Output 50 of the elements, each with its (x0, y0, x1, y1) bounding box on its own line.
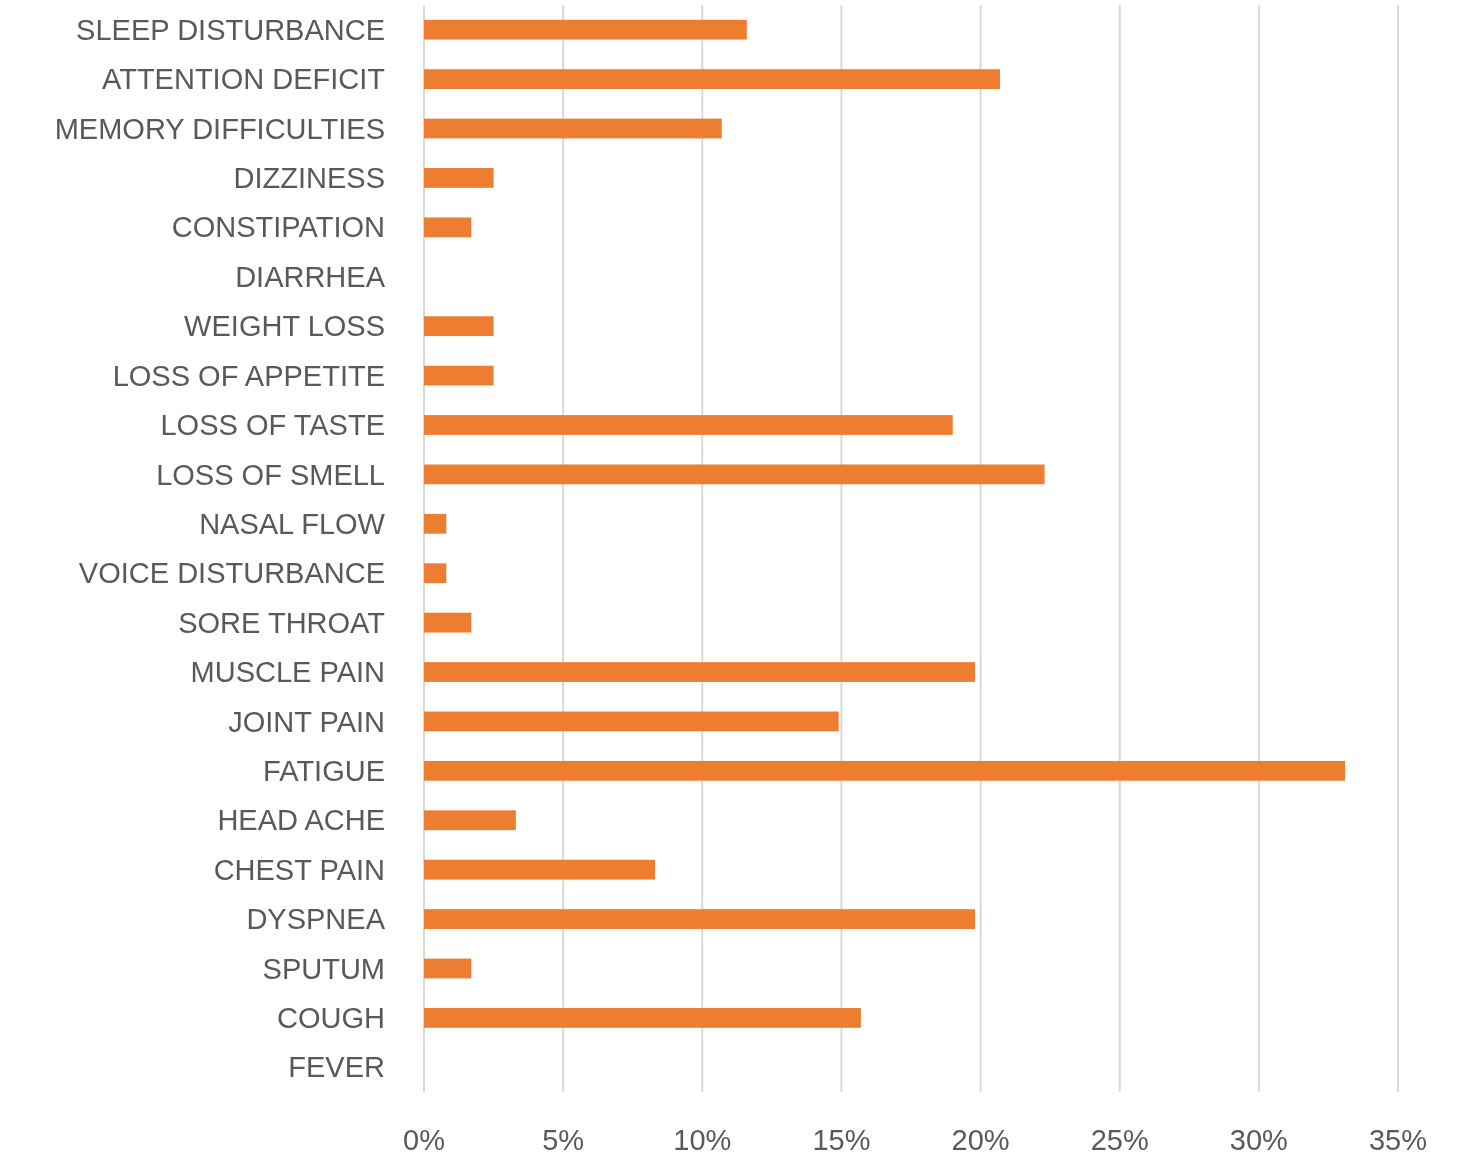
y-tick-label: NASAL FLOW (199, 507, 386, 540)
y-tick-label: ATTENTION DEFICIT (101, 63, 386, 96)
bar (424, 1008, 861, 1028)
y-tick-label: VOICE DISTURBANCE (78, 557, 385, 590)
y-tick-label: DYSPNEA (246, 903, 386, 936)
x-tick-label: 15% (812, 1124, 871, 1157)
y-tick-label: LOSS OF TASTE (160, 409, 385, 442)
y-tick-label: SLEEP DISTURBANCE (76, 13, 385, 46)
y-tick-label: LOSS OF APPETITE (112, 359, 385, 392)
bar (424, 859, 655, 880)
bar (424, 909, 976, 929)
y-tick-label: MEMORY DIFFICULTIES (54, 112, 385, 145)
bar (424, 69, 1001, 89)
bar (424, 118, 722, 139)
y-tick-label: HEAD ACHE (217, 804, 385, 837)
bar (424, 810, 516, 831)
x-tick-label: 0% (403, 1124, 445, 1157)
y-tick-label: CONSTIPATION (171, 211, 385, 244)
x-tick-label: 30% (1229, 1124, 1288, 1157)
x-tick-label: 5% (542, 1124, 585, 1157)
y-tick-label: SPUTUM (262, 952, 385, 985)
y-tick-label: DIARRHEA (235, 260, 386, 293)
y-tick-label: WEIGHT LOSS (184, 310, 385, 343)
bar (424, 19, 747, 40)
bar (424, 958, 472, 979)
y-tick-label: SORE THROAT (178, 606, 386, 639)
bar (424, 415, 953, 435)
bar (424, 662, 976, 682)
x-tick-label: 10% (673, 1124, 732, 1157)
y-tick-label: JOINT PAIN (228, 705, 385, 738)
bar (424, 316, 494, 337)
y-tick-label: FATIGUE (263, 754, 385, 787)
bar (424, 365, 494, 386)
x-tick-label: 25% (1090, 1124, 1149, 1157)
bar (424, 464, 1045, 485)
y-tick-label: COUGH (277, 1002, 385, 1035)
y-tick-label: DIZZINESS (233, 162, 385, 195)
x-tick-label: 20% (951, 1124, 1010, 1157)
bar (424, 760, 1346, 781)
bar (424, 217, 472, 238)
bar (424, 711, 839, 732)
bar (424, 513, 447, 534)
y-tick-label: MUSCLE PAIN (190, 656, 385, 689)
bar (424, 563, 447, 584)
y-tick-label: CHEST PAIN (213, 853, 385, 886)
bar (424, 168, 494, 188)
x-tick-label: 35% (1368, 1124, 1428, 1157)
bar (424, 612, 472, 633)
y-tick-label: FEVER (288, 1051, 385, 1084)
y-tick-label: LOSS OF SMELL (156, 458, 385, 491)
